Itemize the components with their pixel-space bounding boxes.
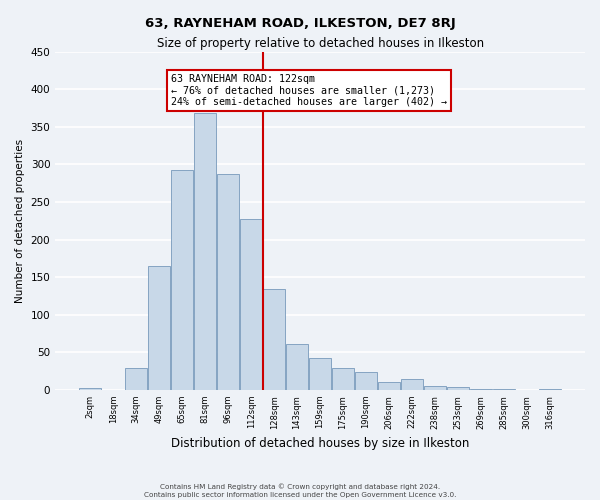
Bar	[539, 389, 561, 390]
Bar	[240, 218, 262, 390]
Bar	[424, 386, 446, 390]
Bar	[263, 289, 285, 390]
Bar	[309, 358, 331, 390]
Bar	[378, 382, 400, 390]
Text: Contains HM Land Registry data © Crown copyright and database right 2024.
Contai: Contains HM Land Registry data © Crown c…	[144, 484, 456, 498]
Bar	[470, 389, 492, 390]
Bar	[194, 112, 216, 390]
Title: Size of property relative to detached houses in Ilkeston: Size of property relative to detached ho…	[157, 38, 484, 51]
Bar	[125, 368, 147, 390]
Bar	[148, 266, 170, 390]
Bar	[401, 380, 423, 390]
Bar	[217, 174, 239, 390]
Bar	[355, 372, 377, 390]
Bar	[493, 389, 515, 390]
Bar	[79, 388, 101, 390]
Y-axis label: Number of detached properties: Number of detached properties	[15, 138, 25, 303]
Text: 63 RAYNEHAM ROAD: 122sqm
← 76% of detached houses are smaller (1,273)
24% of sem: 63 RAYNEHAM ROAD: 122sqm ← 76% of detach…	[170, 74, 446, 108]
Bar	[332, 368, 354, 390]
Bar	[171, 170, 193, 390]
Bar	[447, 387, 469, 390]
X-axis label: Distribution of detached houses by size in Ilkeston: Distribution of detached houses by size …	[171, 437, 469, 450]
Bar	[286, 344, 308, 390]
Text: 63, RAYNEHAM ROAD, ILKESTON, DE7 8RJ: 63, RAYNEHAM ROAD, ILKESTON, DE7 8RJ	[145, 18, 455, 30]
